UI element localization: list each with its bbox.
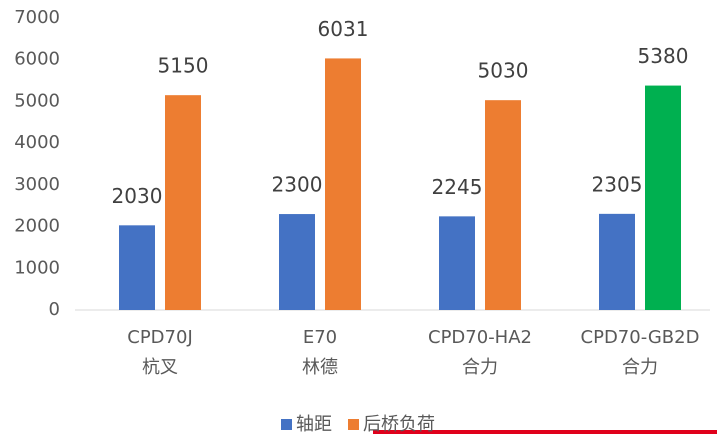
legend-swatch xyxy=(348,419,359,430)
legend-label: 轴距 xyxy=(296,414,332,435)
data-label: 6031 xyxy=(318,17,369,41)
y-tick-label: 2000 xyxy=(14,216,60,237)
x-tick-label: CPD70-HA2 xyxy=(428,327,532,348)
legend-label: 后桥负荷 xyxy=(363,414,435,435)
bar xyxy=(485,100,521,310)
bar xyxy=(119,225,155,310)
y-tick-label: 6000 xyxy=(14,49,60,70)
y-tick-label: 5000 xyxy=(14,90,60,111)
data-label: 5150 xyxy=(158,54,209,78)
bar xyxy=(165,95,201,311)
x-tick-label: 林德 xyxy=(302,357,338,378)
y-tick-label: 1000 xyxy=(14,257,60,278)
bar xyxy=(439,216,475,310)
bar xyxy=(279,214,315,310)
x-tick-label: E70 xyxy=(303,327,337,348)
bar xyxy=(645,85,681,310)
bar xyxy=(599,213,635,310)
data-label: 2030 xyxy=(112,184,163,208)
y-tick-label: 3000 xyxy=(14,174,60,195)
legend-swatch xyxy=(281,419,292,430)
data-label: 2305 xyxy=(592,172,643,196)
bar xyxy=(325,58,361,310)
data-label: 2245 xyxy=(432,175,483,199)
y-tick-label: 7000 xyxy=(14,7,60,28)
x-tick-label: 合力 xyxy=(462,357,498,378)
x-tick-label: 杭叉 xyxy=(142,357,178,378)
x-tick-label: 合力 xyxy=(622,357,658,378)
data-label: 5380 xyxy=(638,44,689,68)
x-tick-label: CPD70J xyxy=(127,327,193,348)
data-label: 5030 xyxy=(478,59,529,83)
y-tick-label: 4000 xyxy=(14,132,60,153)
y-tick-label: 0 xyxy=(49,299,60,320)
data-label: 2300 xyxy=(272,173,323,197)
x-tick-label: CPD70-GB2D xyxy=(581,327,700,348)
